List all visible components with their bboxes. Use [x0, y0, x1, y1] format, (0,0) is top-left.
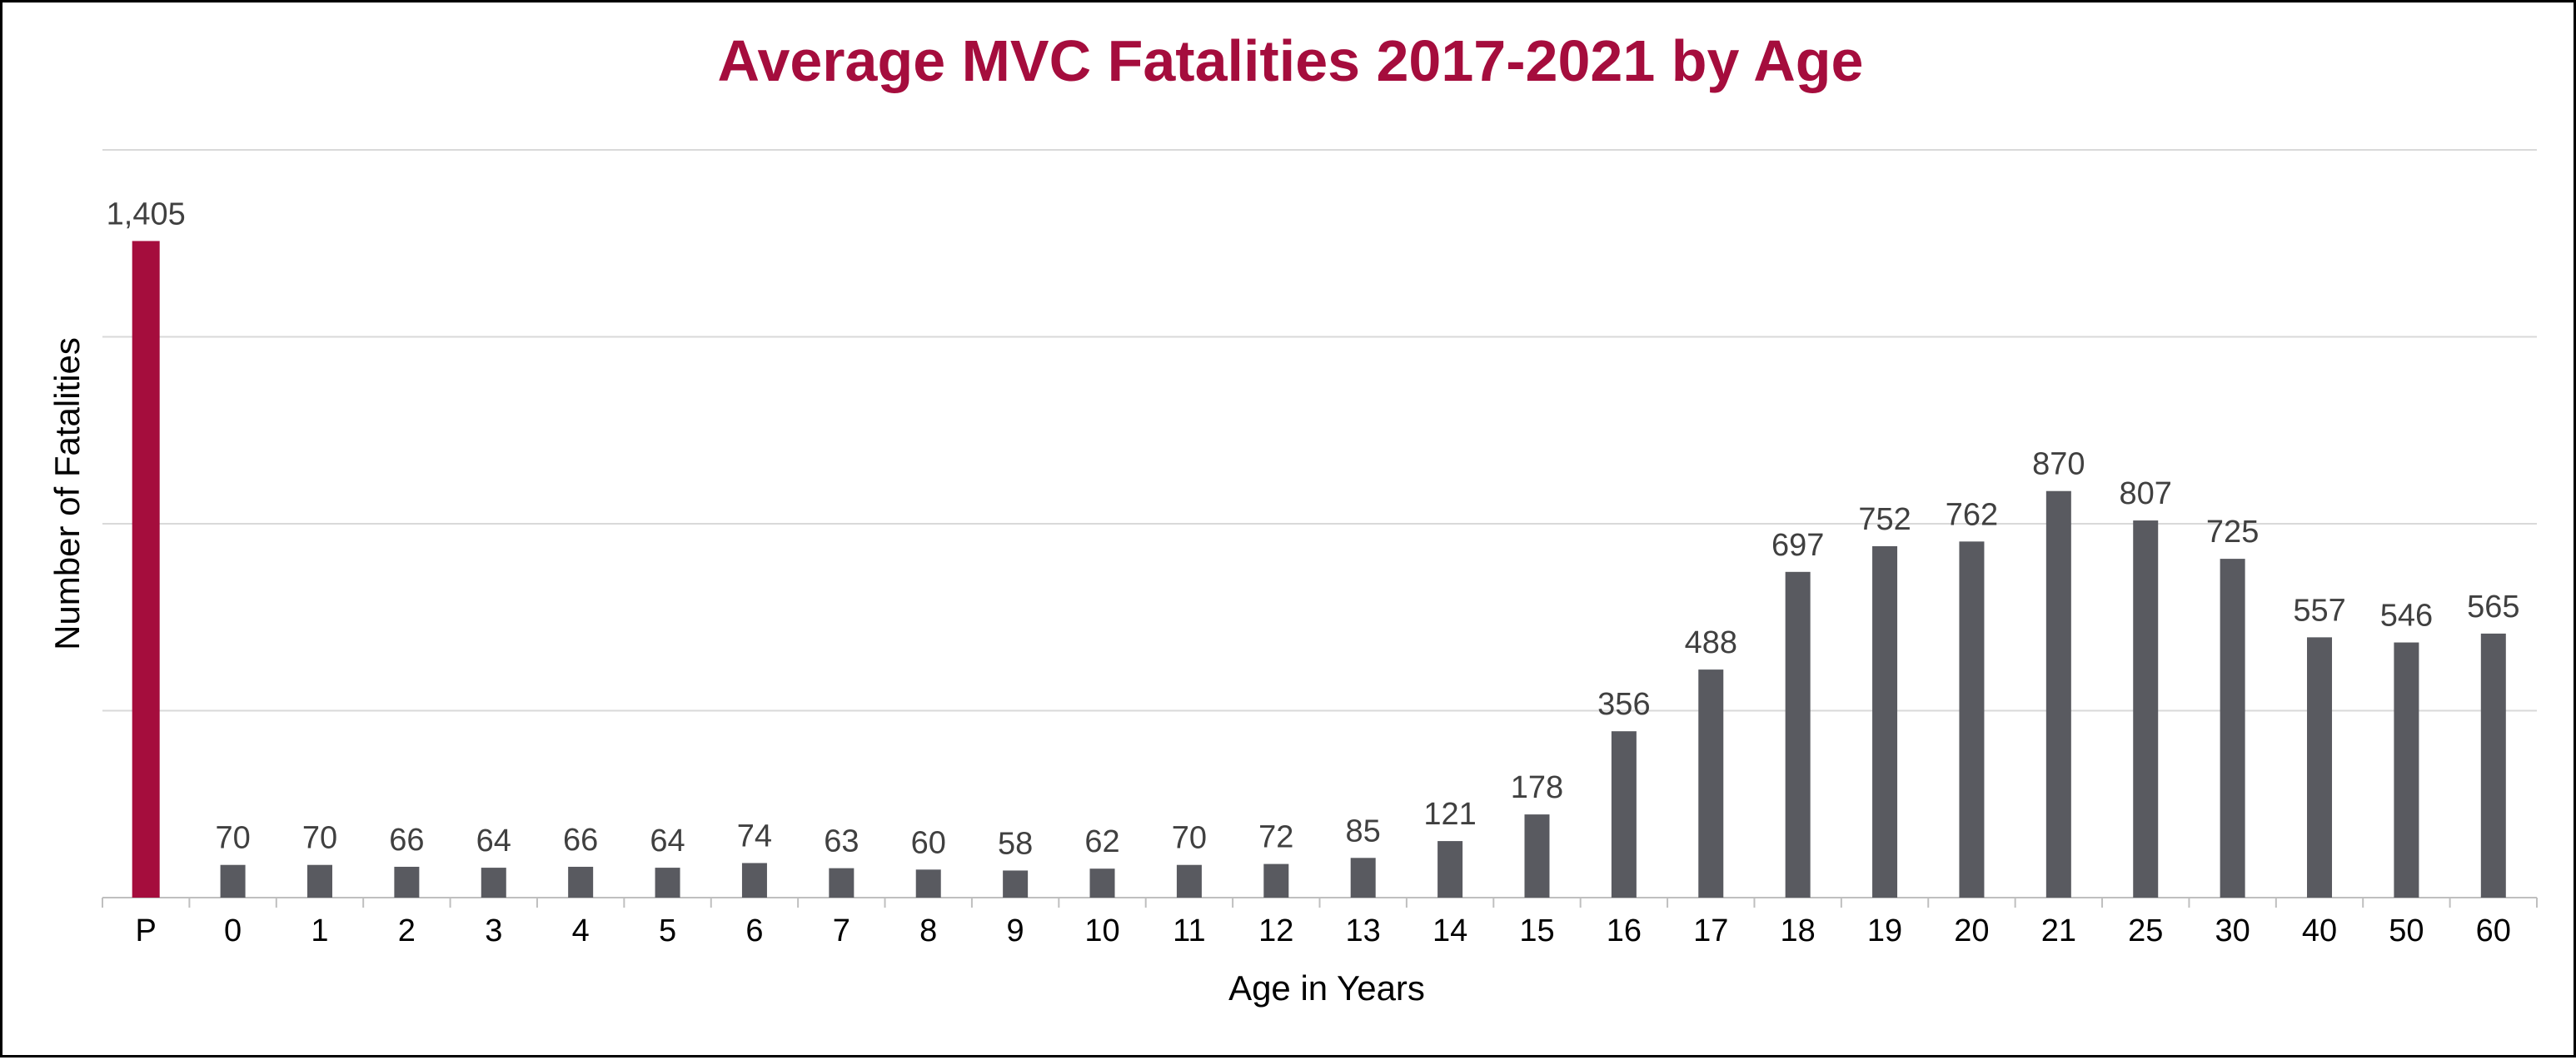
x-tick-label-8: 8: [919, 913, 937, 948]
bar-15: [1524, 814, 1550, 898]
bar-P: [132, 241, 160, 898]
bar-2: [394, 866, 420, 898]
bar-0: [220, 864, 246, 898]
data-label-0: 70: [215, 821, 250, 856]
data-label-4: 66: [563, 823, 598, 858]
bar-10: [1089, 868, 1115, 898]
data-label-40: 557: [2293, 593, 2345, 628]
bar-18: [1785, 571, 1811, 898]
x-tick-label-40: 40: [2302, 913, 2337, 948]
bar-14: [1437, 841, 1463, 898]
x-tick-label-12: 12: [1258, 913, 1293, 948]
data-label-8: 60: [911, 825, 946, 860]
bar-6: [741, 863, 767, 898]
bar-21: [2045, 490, 2071, 898]
x-tick-label-16: 16: [1607, 913, 1642, 948]
bar-30: [2220, 559, 2245, 898]
x-tick-label-9: 9: [1007, 913, 1024, 948]
x-tick-label-2: 2: [398, 913, 416, 948]
x-tick-label-5: 5: [659, 913, 676, 948]
x-tick-label-60: 60: [2476, 913, 2511, 948]
bar-40: [2307, 637, 2333, 898]
data-label-P: 1,405: [107, 197, 186, 231]
data-label-50: 546: [2380, 599, 2433, 634]
bar-16: [1611, 731, 1637, 898]
data-label-5: 64: [650, 824, 685, 858]
x-tick-label-6: 6: [745, 913, 763, 948]
x-tick-label-7: 7: [833, 913, 850, 948]
data-label-25: 807: [2120, 476, 2172, 511]
x-tick-label-0: 0: [224, 913, 242, 948]
data-label-60: 565: [2467, 590, 2519, 625]
bar-19: [1872, 545, 1898, 898]
data-label-2: 66: [389, 823, 424, 858]
data-label-1: 70: [302, 821, 337, 856]
data-label-7: 63: [824, 824, 859, 859]
data-label-9: 58: [998, 826, 1033, 861]
data-label-18: 697: [1771, 528, 1824, 563]
bar-11: [1176, 864, 1202, 898]
x-tick-label-14: 14: [1432, 913, 1467, 948]
bar-8: [915, 869, 941, 898]
bar-9: [1003, 870, 1029, 898]
x-tick-label-10: 10: [1084, 913, 1119, 948]
data-label-30: 725: [2206, 515, 2259, 550]
data-label-15: 178: [1511, 770, 1563, 805]
bar-20: [1959, 541, 1985, 898]
bar-4: [568, 866, 594, 898]
x-tick-label-19: 19: [1867, 913, 1902, 948]
bar-50: [2394, 642, 2419, 898]
x-tick-label-20: 20: [1954, 913, 1989, 948]
x-tick-label-17: 17: [1693, 913, 1728, 948]
x-tick-label-13: 13: [1346, 913, 1381, 948]
x-axis-label: Age in Years: [1228, 968, 1425, 1008]
x-tick-label-25: 25: [2128, 913, 2163, 948]
bar-1: [306, 864, 332, 898]
bar-7: [829, 868, 855, 898]
data-label-19: 752: [1858, 502, 1911, 537]
data-label-17: 488: [1685, 625, 1737, 660]
data-label-14: 121: [1423, 797, 1476, 832]
x-tick-label-50: 50: [2389, 913, 2424, 948]
bar-13: [1350, 858, 1376, 898]
x-tick-label-21: 21: [2041, 913, 2076, 948]
data-label-16: 356: [1597, 687, 1650, 722]
x-tick-label-30: 30: [2215, 913, 2250, 948]
data-label-12: 72: [1258, 820, 1293, 855]
bar-12: [1263, 863, 1289, 898]
bar-5: [655, 868, 680, 898]
bar-60: [2480, 633, 2506, 898]
data-label-13: 85: [1346, 814, 1381, 848]
x-tick-label-11: 11: [1173, 913, 1205, 948]
x-tick-label-1: 1: [311, 913, 328, 948]
bar-3: [481, 868, 506, 898]
bar-17: [1698, 669, 1724, 898]
bar-25: [2133, 520, 2159, 898]
x-tick-label-P: P: [136, 913, 157, 948]
data-label-6: 74: [737, 819, 772, 853]
data-label-3: 64: [476, 824, 511, 858]
data-label-21: 870: [2032, 447, 2085, 482]
x-tick-label-4: 4: [572, 913, 590, 948]
chart-title: Average MVC Fatalities 2017-2021 by Age: [717, 28, 1864, 93]
x-tick-label-18: 18: [1781, 913, 1816, 948]
x-tick-label-3: 3: [485, 913, 502, 948]
data-label-11: 70: [1172, 821, 1207, 856]
data-label-20: 762: [1946, 497, 1998, 532]
x-tick-label-15: 15: [1519, 913, 1554, 948]
data-label-10: 62: [1084, 824, 1119, 859]
